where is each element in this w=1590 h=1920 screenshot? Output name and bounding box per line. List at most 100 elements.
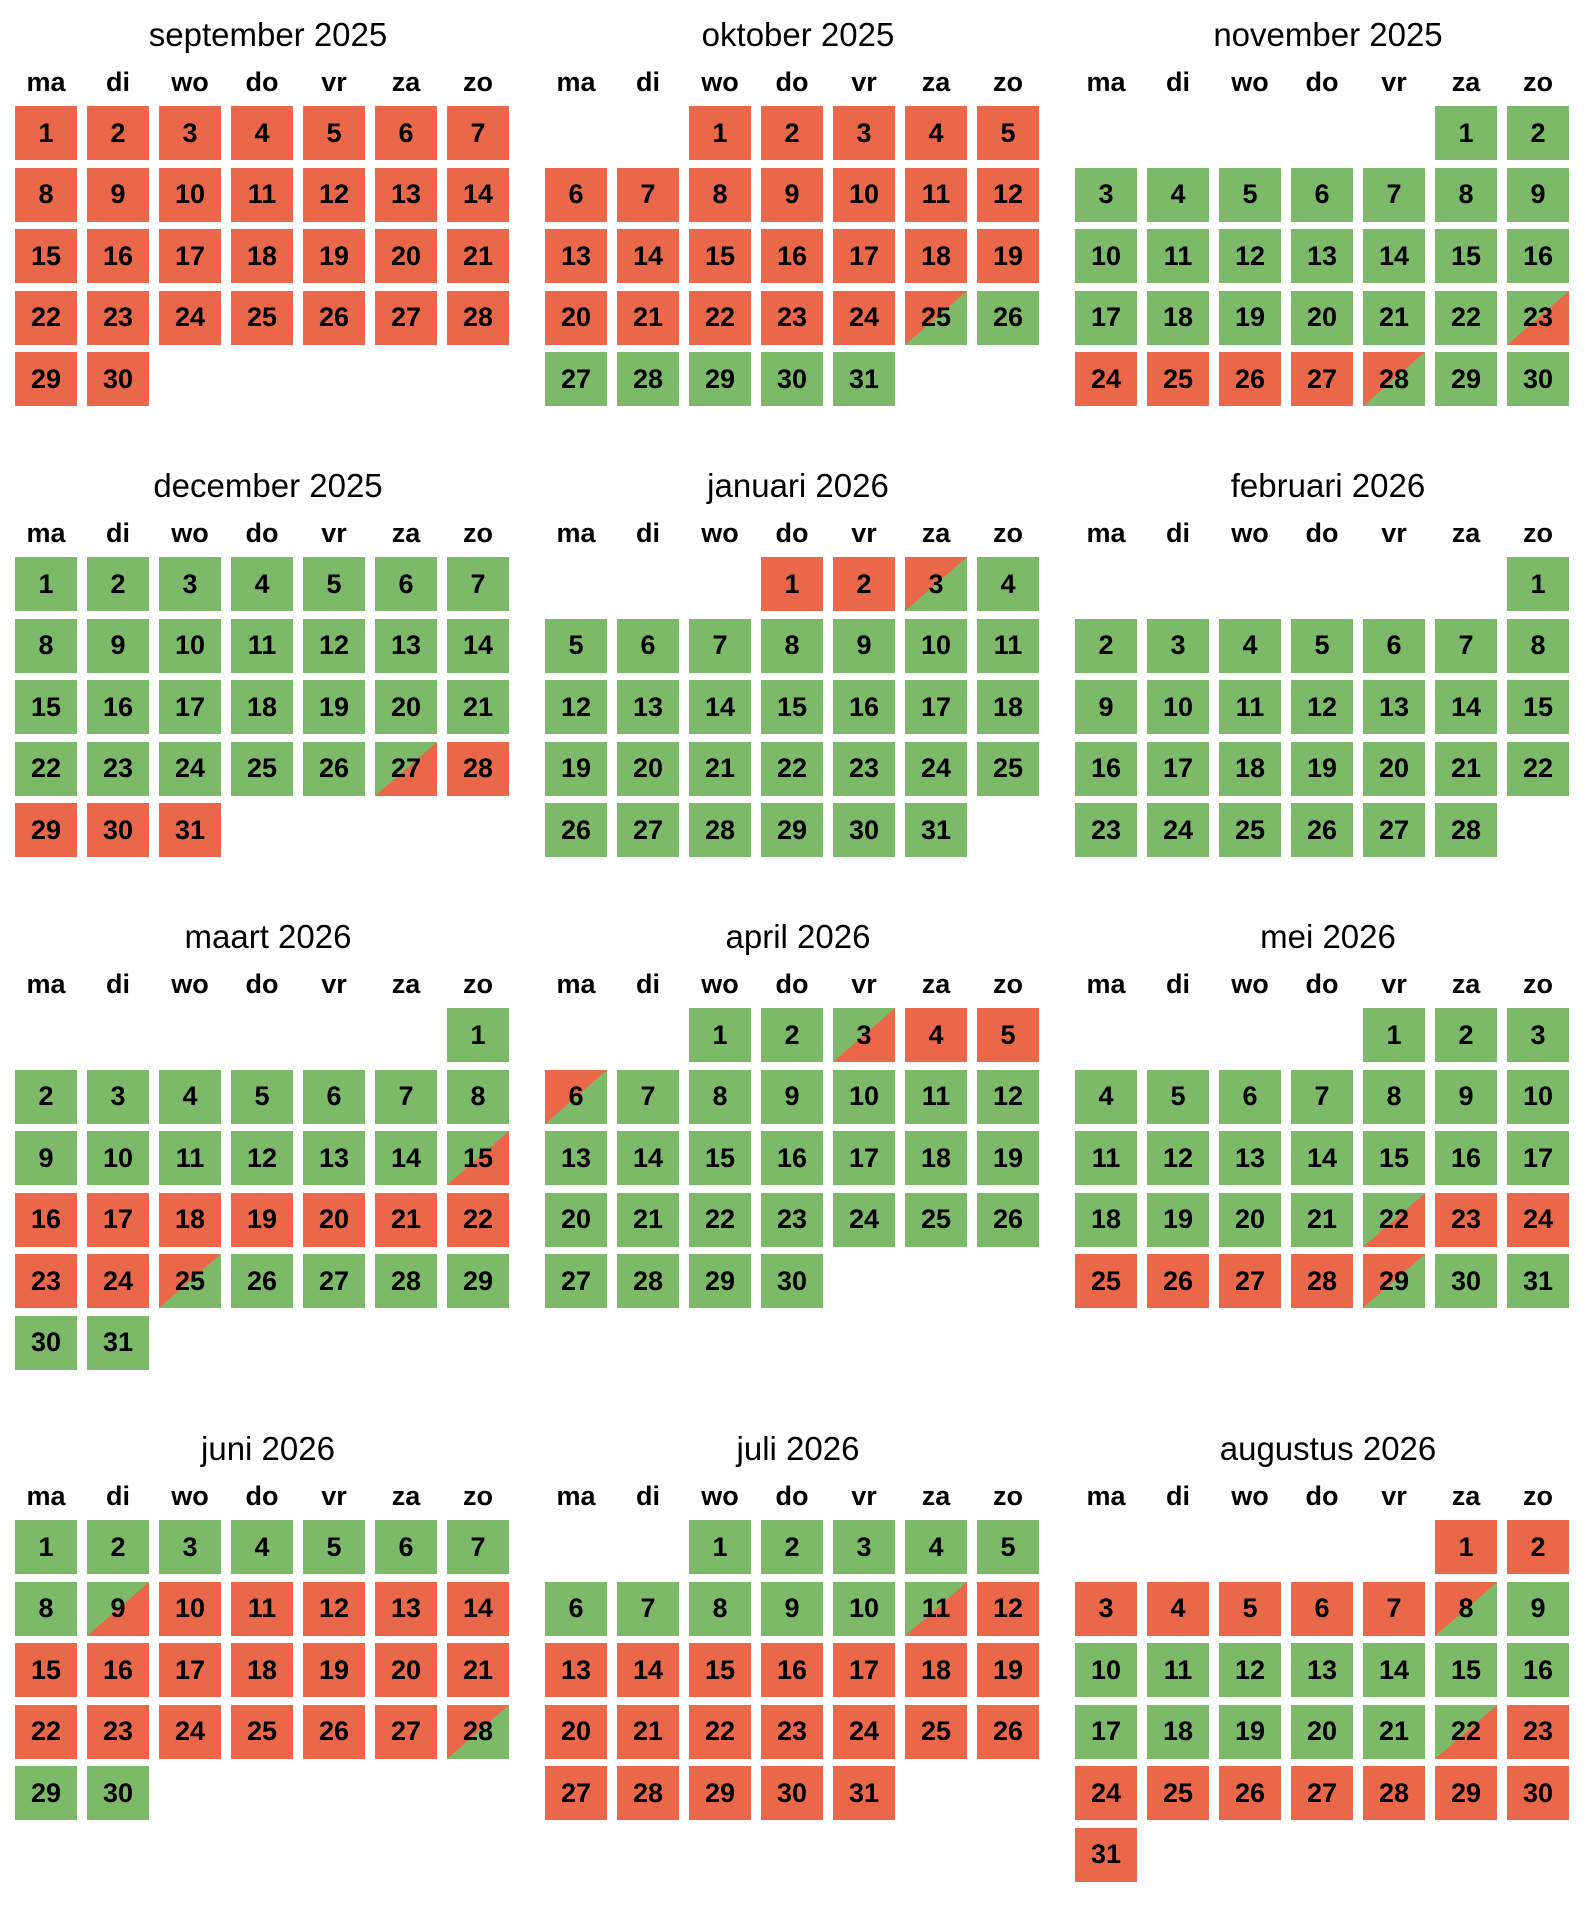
day-cell[interactable]: 21 xyxy=(447,680,509,734)
day-cell[interactable]: 5 xyxy=(545,618,607,673)
day-cell[interactable]: 20 xyxy=(545,1704,607,1759)
day-cell[interactable]: 12 xyxy=(977,1069,1039,1124)
day-cell[interactable]: 13 xyxy=(303,1131,365,1185)
day-cell[interactable]: 10 xyxy=(833,167,895,222)
day-cell[interactable]: 30 xyxy=(761,1766,823,1820)
day-cell[interactable]: 26 xyxy=(977,290,1039,345)
day-cell[interactable]: 4 xyxy=(1075,1069,1137,1124)
day-cell[interactable]: 5 xyxy=(1219,1581,1281,1636)
day-cell[interactable]: 1 xyxy=(447,1008,509,1062)
day-cell[interactable]: 31 xyxy=(87,1315,149,1370)
day-cell[interactable]: 16 xyxy=(15,1192,77,1247)
day-cell[interactable]: 16 xyxy=(1507,1643,1569,1697)
day-cell[interactable]: 28 xyxy=(447,290,509,345)
day-cell[interactable]: 9 xyxy=(1075,680,1137,734)
day-cell[interactable]: 1 xyxy=(15,106,77,160)
day-cell[interactable]: 22 xyxy=(447,1192,509,1247)
day-cell[interactable]: 4 xyxy=(905,1008,967,1062)
day-cell[interactable]: 20 xyxy=(375,680,437,734)
day-cell[interactable]: 21 xyxy=(617,1192,679,1247)
day-cell[interactable]: 9 xyxy=(1435,1069,1497,1124)
day-cell[interactable]: 20 xyxy=(375,1643,437,1697)
day-cell[interactable]: 24 xyxy=(159,1704,221,1759)
day-cell[interactable]: 19 xyxy=(231,1192,293,1247)
day-cell[interactable]: 19 xyxy=(977,1131,1039,1185)
day-cell[interactable]: 21 xyxy=(1435,741,1497,796)
day-cell[interactable]: 24 xyxy=(1147,803,1209,857)
day-cell[interactable]: 21 xyxy=(617,290,679,345)
day-cell[interactable]: 8 xyxy=(689,1581,751,1636)
day-cell[interactable]: 31 xyxy=(905,803,967,857)
day-cell[interactable]: 19 xyxy=(1291,741,1353,796)
day-cell[interactable]: 24 xyxy=(87,1254,149,1308)
day-cell[interactable]: 19 xyxy=(303,1643,365,1697)
day-cell[interactable]: 16 xyxy=(1507,229,1569,283)
day-cell[interactable]: 1 xyxy=(1363,1008,1425,1062)
day-cell[interactable]: 27 xyxy=(1219,1254,1281,1308)
day-cell[interactable]: 29 xyxy=(15,803,77,857)
day-cell[interactable]: 22 xyxy=(689,290,751,345)
day-cell[interactable]: 25 xyxy=(1147,352,1209,406)
day-cell[interactable]: 15 xyxy=(1435,1643,1497,1697)
day-cell[interactable]: 21 xyxy=(1363,290,1425,345)
day-cell[interactable]: 1 xyxy=(1435,1520,1497,1574)
day-cell[interactable]: 6 xyxy=(545,167,607,222)
day-cell[interactable]: 16 xyxy=(87,1643,149,1697)
day-cell[interactable]: 17 xyxy=(1507,1131,1569,1185)
day-cell[interactable]: 18 xyxy=(905,1643,967,1697)
day-cell[interactable]: 6 xyxy=(545,1069,607,1124)
day-cell[interactable]: 1 xyxy=(689,1008,751,1062)
day-cell[interactable]: 27 xyxy=(617,803,679,857)
day-cell[interactable]: 10 xyxy=(159,618,221,673)
day-cell[interactable]: 10 xyxy=(1075,1643,1137,1697)
day-cell[interactable]: 25 xyxy=(159,1254,221,1308)
day-cell[interactable]: 24 xyxy=(833,1704,895,1759)
day-cell[interactable]: 21 xyxy=(447,229,509,283)
day-cell[interactable]: 2 xyxy=(761,1520,823,1574)
day-cell[interactable]: 29 xyxy=(689,352,751,406)
day-cell[interactable]: 9 xyxy=(15,1131,77,1185)
day-cell[interactable]: 16 xyxy=(761,1643,823,1697)
day-cell[interactable]: 4 xyxy=(159,1069,221,1124)
day-cell[interactable]: 2 xyxy=(761,1008,823,1062)
day-cell[interactable]: 16 xyxy=(833,680,895,734)
day-cell[interactable]: 24 xyxy=(1075,352,1137,406)
day-cell[interactable]: 10 xyxy=(1147,680,1209,734)
day-cell[interactable]: 7 xyxy=(447,557,509,611)
day-cell[interactable]: 3 xyxy=(159,1520,221,1574)
day-cell[interactable]: 11 xyxy=(905,1069,967,1124)
day-cell[interactable]: 3 xyxy=(1075,167,1137,222)
day-cell[interactable]: 3 xyxy=(833,1520,895,1574)
day-cell[interactable]: 20 xyxy=(617,741,679,796)
day-cell[interactable]: 12 xyxy=(303,1581,365,1636)
day-cell[interactable]: 3 xyxy=(159,106,221,160)
day-cell[interactable]: 8 xyxy=(15,618,77,673)
day-cell[interactable]: 31 xyxy=(833,1766,895,1820)
day-cell[interactable]: 18 xyxy=(1219,741,1281,796)
day-cell[interactable]: 23 xyxy=(761,1192,823,1247)
day-cell[interactable]: 8 xyxy=(761,618,823,673)
day-cell[interactable]: 14 xyxy=(689,680,751,734)
day-cell[interactable]: 13 xyxy=(617,680,679,734)
day-cell[interactable]: 20 xyxy=(1219,1192,1281,1247)
day-cell[interactable]: 26 xyxy=(977,1704,1039,1759)
day-cell[interactable]: 9 xyxy=(87,1581,149,1636)
day-cell[interactable]: 8 xyxy=(15,1581,77,1636)
day-cell[interactable]: 27 xyxy=(1363,803,1425,857)
day-cell[interactable]: 25 xyxy=(905,290,967,345)
day-cell[interactable]: 29 xyxy=(15,352,77,406)
day-cell[interactable]: 29 xyxy=(761,803,823,857)
day-cell[interactable]: 2 xyxy=(761,106,823,160)
day-cell[interactable]: 9 xyxy=(1507,1581,1569,1636)
day-cell[interactable]: 5 xyxy=(977,106,1039,160)
day-cell[interactable]: 7 xyxy=(617,1581,679,1636)
day-cell[interactable]: 13 xyxy=(375,167,437,222)
day-cell[interactable]: 23 xyxy=(87,741,149,796)
day-cell[interactable]: 19 xyxy=(1219,290,1281,345)
day-cell[interactable]: 22 xyxy=(15,1704,77,1759)
day-cell[interactable]: 18 xyxy=(905,229,967,283)
day-cell[interactable]: 11 xyxy=(231,1581,293,1636)
day-cell[interactable]: 4 xyxy=(905,1520,967,1574)
day-cell[interactable]: 6 xyxy=(1219,1069,1281,1124)
day-cell[interactable]: 11 xyxy=(977,618,1039,673)
